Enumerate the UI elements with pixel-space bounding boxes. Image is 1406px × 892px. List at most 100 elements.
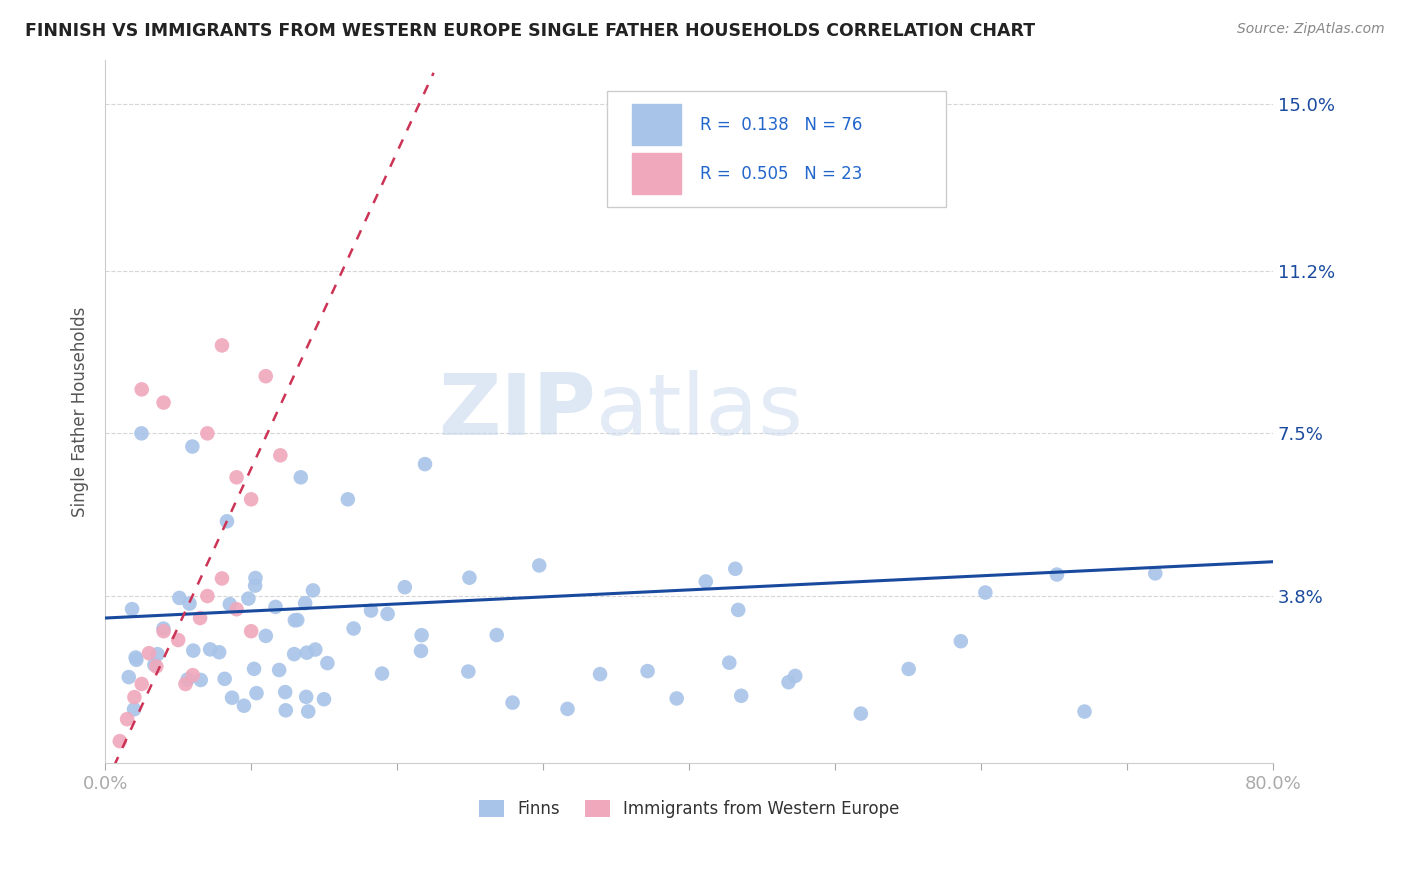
Point: [152, 624, 174, 639]
Point: [730, 689, 752, 703]
Point: [274, 685, 297, 699]
Point: [211, 338, 233, 352]
Point: [295, 690, 318, 704]
Point: [1046, 567, 1069, 582]
Point: [118, 670, 141, 684]
Point: [195, 589, 218, 603]
Legend: Finns, Immigrants from Western Europe: Finns, Immigrants from Western Europe: [472, 794, 905, 825]
Point: [122, 702, 145, 716]
Text: R =  0.505   N = 23: R = 0.505 N = 23: [700, 164, 862, 183]
Point: [245, 571, 267, 585]
Point: [665, 691, 688, 706]
Point: [336, 492, 359, 507]
Point: [974, 585, 997, 599]
Point: [285, 613, 308, 627]
Point: [152, 395, 174, 409]
Point: [371, 666, 394, 681]
Point: [179, 597, 201, 611]
Point: [145, 659, 167, 673]
Point: [557, 702, 579, 716]
Point: [225, 602, 247, 616]
Point: [411, 628, 433, 642]
Point: [1144, 566, 1167, 581]
Point: [238, 591, 260, 606]
Text: FINNISH VS IMMIGRANTS FROM WESTERN EUROPE SINGLE FATHER HOUSEHOLDS CORRELATION C: FINNISH VS IMMIGRANTS FROM WESTERN EUROP…: [25, 22, 1035, 40]
Point: [724, 562, 747, 576]
Point: [121, 602, 143, 616]
Point: [1073, 705, 1095, 719]
Point: [304, 642, 326, 657]
Point: [413, 457, 436, 471]
Point: [718, 656, 741, 670]
Point: [409, 644, 432, 658]
Point: [190, 673, 212, 687]
Point: [198, 642, 221, 657]
Point: [176, 673, 198, 687]
Point: [312, 692, 335, 706]
Point: [215, 514, 238, 528]
Point: [269, 663, 291, 677]
Point: [221, 690, 243, 705]
Point: [316, 656, 339, 670]
FancyBboxPatch shape: [607, 91, 946, 207]
Point: [167, 633, 190, 648]
Point: [131, 383, 153, 397]
Point: [124, 650, 146, 665]
Point: [146, 647, 169, 661]
Point: [695, 574, 717, 589]
FancyBboxPatch shape: [631, 153, 681, 194]
Point: [124, 690, 146, 705]
Point: [243, 662, 266, 676]
Point: [181, 643, 204, 657]
Point: [254, 629, 277, 643]
Point: [727, 603, 749, 617]
Point: [785, 669, 807, 683]
Point: [152, 622, 174, 636]
Text: atlas: atlas: [596, 370, 804, 453]
Point: [254, 369, 277, 384]
Point: [181, 440, 204, 454]
Point: [637, 664, 659, 678]
Point: [529, 558, 551, 573]
Point: [240, 624, 263, 639]
Point: [211, 571, 233, 585]
Point: [208, 645, 231, 659]
Point: [778, 675, 800, 690]
Text: ZIP: ZIP: [437, 370, 596, 453]
Point: [502, 696, 524, 710]
Point: [143, 657, 166, 672]
Point: [949, 634, 972, 648]
Point: [849, 706, 872, 721]
Point: [589, 667, 612, 681]
Point: [290, 470, 312, 484]
Point: [225, 470, 247, 484]
Y-axis label: Single Father Households: Single Father Households: [72, 306, 89, 516]
Point: [131, 677, 153, 691]
Point: [295, 646, 318, 660]
Point: [485, 628, 508, 642]
Point: [264, 599, 287, 614]
Point: [394, 580, 416, 594]
Point: [457, 665, 479, 679]
Point: [233, 698, 256, 713]
FancyBboxPatch shape: [631, 103, 681, 145]
Point: [297, 705, 319, 719]
Text: Source: ZipAtlas.com: Source: ZipAtlas.com: [1237, 22, 1385, 37]
Point: [458, 571, 481, 585]
Point: [377, 607, 399, 621]
Point: [283, 647, 305, 661]
Point: [360, 603, 382, 617]
Point: [181, 668, 204, 682]
Point: [188, 611, 211, 625]
Point: [269, 448, 291, 462]
Point: [195, 426, 218, 441]
Point: [897, 662, 920, 676]
Point: [294, 596, 316, 610]
Point: [284, 613, 307, 627]
Point: [274, 703, 297, 717]
Point: [115, 712, 138, 726]
Point: [343, 622, 366, 636]
Point: [243, 579, 266, 593]
Point: [138, 646, 160, 660]
Point: [240, 492, 263, 507]
